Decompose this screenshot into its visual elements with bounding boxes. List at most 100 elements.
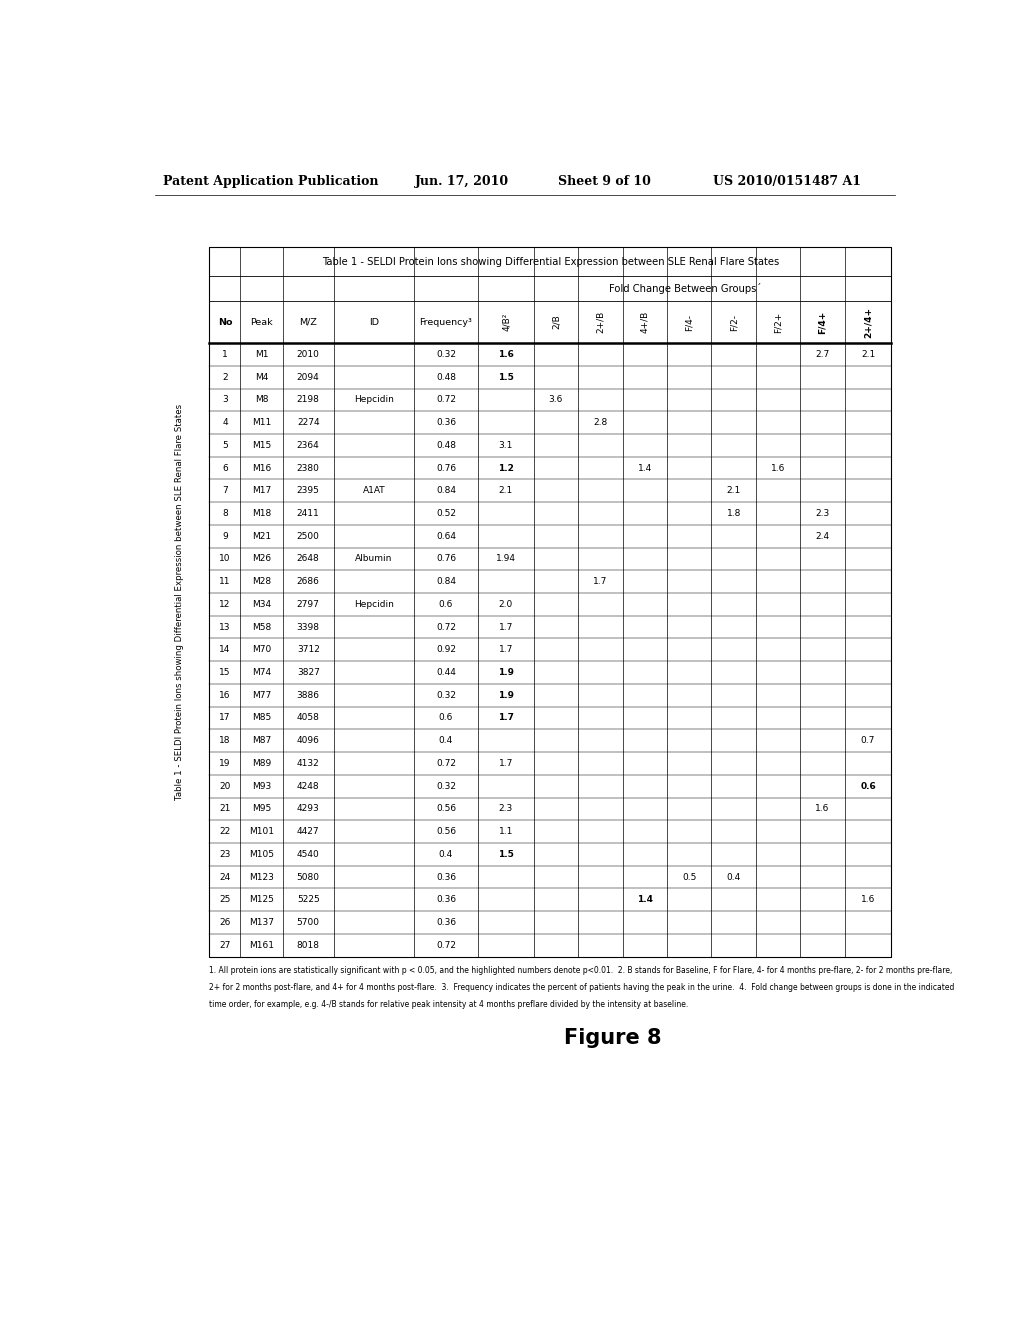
Text: 0.84: 0.84 — [436, 486, 456, 495]
Text: 0.84: 0.84 — [436, 577, 456, 586]
Text: 1.7: 1.7 — [499, 759, 513, 768]
Text: 0.4: 0.4 — [439, 850, 453, 859]
Text: 0.48: 0.48 — [436, 372, 456, 381]
Text: 2.3: 2.3 — [815, 510, 829, 517]
Text: 7: 7 — [222, 486, 227, 495]
Text: 18: 18 — [219, 737, 230, 746]
Text: 4427: 4427 — [297, 828, 319, 836]
Text: 0.76: 0.76 — [436, 463, 456, 473]
Text: 11: 11 — [219, 577, 230, 586]
Text: 0.6: 0.6 — [438, 599, 454, 609]
Bar — [209, 247, 891, 957]
Text: M161: M161 — [249, 941, 274, 949]
Text: Patent Application Publication: Patent Application Publication — [163, 176, 379, 187]
Text: Table 1 - SELDI Protein Ions showing Differential Expression between SLE Renal F: Table 1 - SELDI Protein Ions showing Dif… — [175, 404, 184, 800]
Text: 19: 19 — [219, 759, 230, 768]
Text: M93: M93 — [252, 781, 271, 791]
Text: 0.32: 0.32 — [436, 690, 456, 700]
Text: 0.72: 0.72 — [436, 759, 456, 768]
Text: 4293: 4293 — [297, 804, 319, 813]
Text: 2+/4+: 2+/4+ — [863, 306, 872, 338]
Text: M87: M87 — [252, 737, 271, 746]
Text: 13: 13 — [219, 623, 230, 632]
Text: 2686: 2686 — [297, 577, 319, 586]
Text: M95: M95 — [252, 804, 271, 813]
Text: 22: 22 — [219, 828, 230, 836]
Text: F/4-: F/4- — [685, 314, 693, 330]
Text: 2.1: 2.1 — [499, 486, 513, 495]
Text: 1.6: 1.6 — [861, 895, 876, 904]
Text: 4: 4 — [222, 418, 227, 428]
Text: 2.8: 2.8 — [593, 418, 607, 428]
Text: M89: M89 — [252, 759, 271, 768]
Text: 15: 15 — [219, 668, 230, 677]
Text: ID: ID — [369, 318, 379, 326]
Text: 2∕B: 2∕B — [552, 314, 560, 330]
Text: 1.4: 1.4 — [638, 463, 652, 473]
Text: M/Z: M/Z — [299, 318, 317, 326]
Text: 4132: 4132 — [297, 759, 319, 768]
Text: 6: 6 — [222, 463, 227, 473]
Text: 1.4: 1.4 — [637, 895, 652, 904]
Text: time order, for example, e.g. 4-/B stands for relative peak intensity at 4 month: time order, for example, e.g. 4-/B stand… — [209, 999, 688, 1008]
Text: 0.52: 0.52 — [436, 510, 456, 517]
Text: F/4+: F/4+ — [818, 310, 827, 334]
Text: 0.36: 0.36 — [436, 873, 456, 882]
Text: M18: M18 — [252, 510, 271, 517]
Text: M74: M74 — [252, 668, 271, 677]
Text: 1.5: 1.5 — [498, 372, 514, 381]
Text: 1.7: 1.7 — [593, 577, 607, 586]
Text: M125: M125 — [249, 895, 274, 904]
Text: F/2+: F/2+ — [773, 312, 782, 333]
Text: Table 1 - SELDI Protein Ions showing Differential Expression between SLE Renal F: Table 1 - SELDI Protein Ions showing Dif… — [322, 256, 779, 267]
Text: 12: 12 — [219, 599, 230, 609]
Text: M85: M85 — [252, 714, 271, 722]
Text: 0.36: 0.36 — [436, 917, 456, 927]
Text: 4∕B²: 4∕B² — [502, 313, 510, 331]
Text: 14: 14 — [219, 645, 230, 655]
Text: 2+/B: 2+/B — [596, 312, 605, 333]
Text: 4+/B: 4+/B — [640, 312, 649, 333]
Text: M8: M8 — [255, 396, 268, 404]
Text: 2411: 2411 — [297, 510, 319, 517]
Text: 3.6: 3.6 — [549, 396, 563, 404]
Text: M70: M70 — [252, 645, 271, 655]
Text: No: No — [218, 318, 232, 326]
Text: 0.6: 0.6 — [438, 714, 454, 722]
Text: Frequency³: Frequency³ — [420, 318, 472, 326]
Text: 0.72: 0.72 — [436, 941, 456, 949]
Text: 1.7: 1.7 — [499, 623, 513, 632]
Text: 0.36: 0.36 — [436, 895, 456, 904]
Text: 4058: 4058 — [297, 714, 319, 722]
Text: Albumin: Albumin — [355, 554, 392, 564]
Text: M4: M4 — [255, 372, 268, 381]
Text: 2364: 2364 — [297, 441, 319, 450]
Text: M1: M1 — [255, 350, 268, 359]
Text: 20: 20 — [219, 781, 230, 791]
Text: 3886: 3886 — [297, 690, 319, 700]
Text: M21: M21 — [252, 532, 271, 541]
Text: M16: M16 — [252, 463, 271, 473]
Text: US 2010/0151487 A1: US 2010/0151487 A1 — [713, 176, 861, 187]
Text: 2797: 2797 — [297, 599, 319, 609]
Text: 2.7: 2.7 — [815, 350, 829, 359]
Text: 5: 5 — [222, 441, 227, 450]
Text: 26: 26 — [219, 917, 230, 927]
Text: 27: 27 — [219, 941, 230, 949]
Text: 1: 1 — [222, 350, 227, 359]
Text: 4096: 4096 — [297, 737, 319, 746]
Text: 1.9: 1.9 — [498, 690, 514, 700]
Text: M17: M17 — [252, 486, 271, 495]
Text: 2: 2 — [222, 372, 227, 381]
Text: 3: 3 — [222, 396, 227, 404]
Text: 16: 16 — [219, 690, 230, 700]
Text: 4540: 4540 — [297, 850, 319, 859]
Text: 2.3: 2.3 — [499, 804, 513, 813]
Text: 1.8: 1.8 — [726, 510, 740, 517]
Text: 5080: 5080 — [297, 873, 319, 882]
Text: M26: M26 — [252, 554, 271, 564]
Text: 4248: 4248 — [297, 781, 319, 791]
Text: 0.32: 0.32 — [436, 350, 456, 359]
Text: M28: M28 — [252, 577, 271, 586]
Text: 1. All protein ions are statistically significant with p < 0.05, and the highlig: 1. All protein ions are statistically si… — [209, 966, 952, 974]
